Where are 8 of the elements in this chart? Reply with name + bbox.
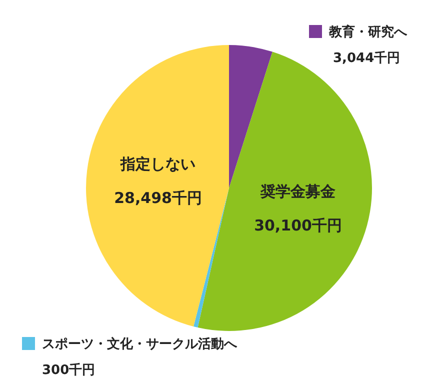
data-label: 3,044千円	[333, 50, 400, 66]
slice-label: 奨学金募金	[260, 182, 336, 201]
data-label: 300千円	[42, 362, 96, 378]
slice-label: 指定しない	[120, 155, 196, 174]
legend-label: スポーツ・文化・サークル活動へ	[42, 336, 238, 352]
data-label: 30,100千円	[254, 216, 342, 235]
legend-label: 教育・研究へ	[328, 24, 408, 40]
data-label: 28,498千円	[114, 189, 202, 208]
